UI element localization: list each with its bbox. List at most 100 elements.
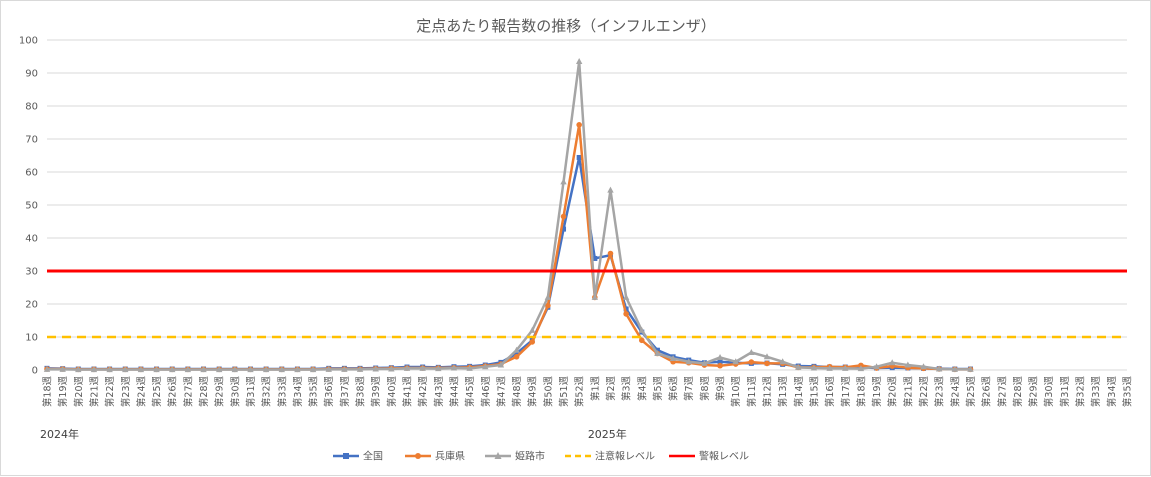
x-tick-label: 第31週 <box>245 376 257 408</box>
x-tick-label: 第30週 <box>1043 376 1055 408</box>
y-tick-label: 90 <box>25 69 38 80</box>
x-tick-label: 第25週 <box>151 376 163 408</box>
data-point <box>592 255 598 261</box>
x-tick-label: 第6週 <box>668 376 680 402</box>
data-point <box>857 365 865 372</box>
legend-label: 注意報レベル <box>595 450 655 463</box>
data-point <box>623 311 629 317</box>
data-point <box>842 364 849 371</box>
y-axis: 0 10 20 30 40 50 60 70 80 90 100 <box>19 36 38 377</box>
x-tick-label: 第34週 <box>1106 376 1118 408</box>
x-tick-label: 第7週 <box>683 376 695 402</box>
legend-label: 兵庫県 <box>435 450 465 463</box>
legend-marker <box>415 453 421 459</box>
x-tick-label: 第49週 <box>527 376 539 408</box>
x-tick-label: 第8週 <box>699 376 711 402</box>
data-point <box>717 359 723 365</box>
x-tick-label: 第21週 <box>88 376 100 408</box>
data-point <box>810 364 818 371</box>
x-tick-label: 第38週 <box>355 376 367 408</box>
x-tick-label: 第20週 <box>73 376 85 408</box>
data-point <box>951 365 959 372</box>
data-point <box>169 366 176 373</box>
data-point <box>309 366 317 373</box>
x-tick-label: 第13週 <box>777 376 789 408</box>
x-tick-label: 第26週 <box>981 376 993 408</box>
x-tick-label: 第27週 <box>996 376 1008 408</box>
y-tick-label: 100 <box>19 36 38 47</box>
data-point <box>607 186 614 193</box>
data-point <box>576 122 582 128</box>
data-point <box>669 354 677 361</box>
chart-title: 定点あたり報告数の推移（インフルエンザ） <box>416 17 716 35</box>
legend-item: 姫路市 <box>485 450 545 463</box>
x-tick-label: 第21週 <box>902 376 914 408</box>
data-point <box>388 365 395 372</box>
x-tick-label: 第31週 <box>1059 376 1071 408</box>
data-point <box>231 366 239 373</box>
legend-item: 兵庫県 <box>405 450 465 463</box>
x-tick-label: 第33週 <box>1090 376 1102 408</box>
x-axis: 第18週 第19週 第20週 第21週 第22週 第23週 第24週 第25週 第26週 第27週… <box>40 376 1134 441</box>
data-point <box>607 250 614 257</box>
data-point <box>591 293 599 300</box>
x-tick-label: 第23週 <box>934 376 946 408</box>
x-tick-label: 第24週 <box>949 376 961 408</box>
y-tick-label: 30 <box>25 267 38 278</box>
x-tick-label: 第46週 <box>480 376 492 408</box>
x-tick-label: 第9週 <box>715 376 727 402</box>
x-tick-label: 第43週 <box>433 376 445 408</box>
x-tick-label: 第24週 <box>135 376 147 408</box>
x-tick-label: 第51週 <box>558 376 570 408</box>
x-tick-label: 第34週 <box>292 376 304 408</box>
data-point <box>732 358 739 365</box>
data-point <box>341 365 348 372</box>
legend-item: 注意報レベル <box>565 450 655 463</box>
x-tick-label: 第23週 <box>120 376 132 408</box>
data-point <box>262 366 270 373</box>
legend: 全国 兵庫県 姫路市 注意報レベル 警報レベル <box>333 450 749 463</box>
x-tick-label: 第37週 <box>339 376 351 408</box>
x-tick-label: 第28週 <box>198 376 210 408</box>
x-tick-label: 第44週 <box>448 376 460 408</box>
x-tick-label: 第2週 <box>605 376 617 402</box>
data-point <box>513 346 520 353</box>
data-point <box>622 293 630 300</box>
x-tick-label: 第14週 <box>793 376 805 408</box>
data-point <box>779 358 786 365</box>
series-line <box>47 60 971 371</box>
legend-label: 全国 <box>363 450 383 463</box>
data-point <box>75 366 82 373</box>
x-tick-label: 第22週 <box>918 376 930 408</box>
data-point <box>106 366 113 373</box>
x-tick-label: 第47週 <box>495 376 507 408</box>
x-tick-label: 第16週 <box>824 376 836 408</box>
x-tick-label: 第40週 <box>386 376 398 408</box>
data-point <box>435 365 442 372</box>
data-point <box>920 363 927 370</box>
x-tick-label: 第29週 <box>1028 376 1040 408</box>
data-point <box>638 326 645 333</box>
data-point <box>561 226 567 232</box>
data-point <box>638 337 645 344</box>
data-point <box>544 293 552 300</box>
data-point <box>763 353 771 360</box>
data-point <box>716 353 724 360</box>
y-tick-label: 0 <box>32 366 38 377</box>
data-point <box>826 364 833 371</box>
data-point <box>889 359 896 366</box>
data-point <box>372 365 379 372</box>
legend-item: 警報レベル <box>669 450 749 463</box>
x-tick-label: 第50週 <box>542 376 554 408</box>
data-point <box>325 365 332 372</box>
x-tick-label: 第35週 <box>308 376 320 408</box>
x-tick-label: 第32週 <box>261 376 273 408</box>
legend-item: 全国 <box>333 450 383 463</box>
x-tick-label: 第36週 <box>323 376 335 408</box>
data-point <box>90 366 98 373</box>
data-point <box>654 350 661 356</box>
x-tick-label: 第26週 <box>167 376 179 408</box>
x-tick-label: 第11週 <box>746 376 758 408</box>
